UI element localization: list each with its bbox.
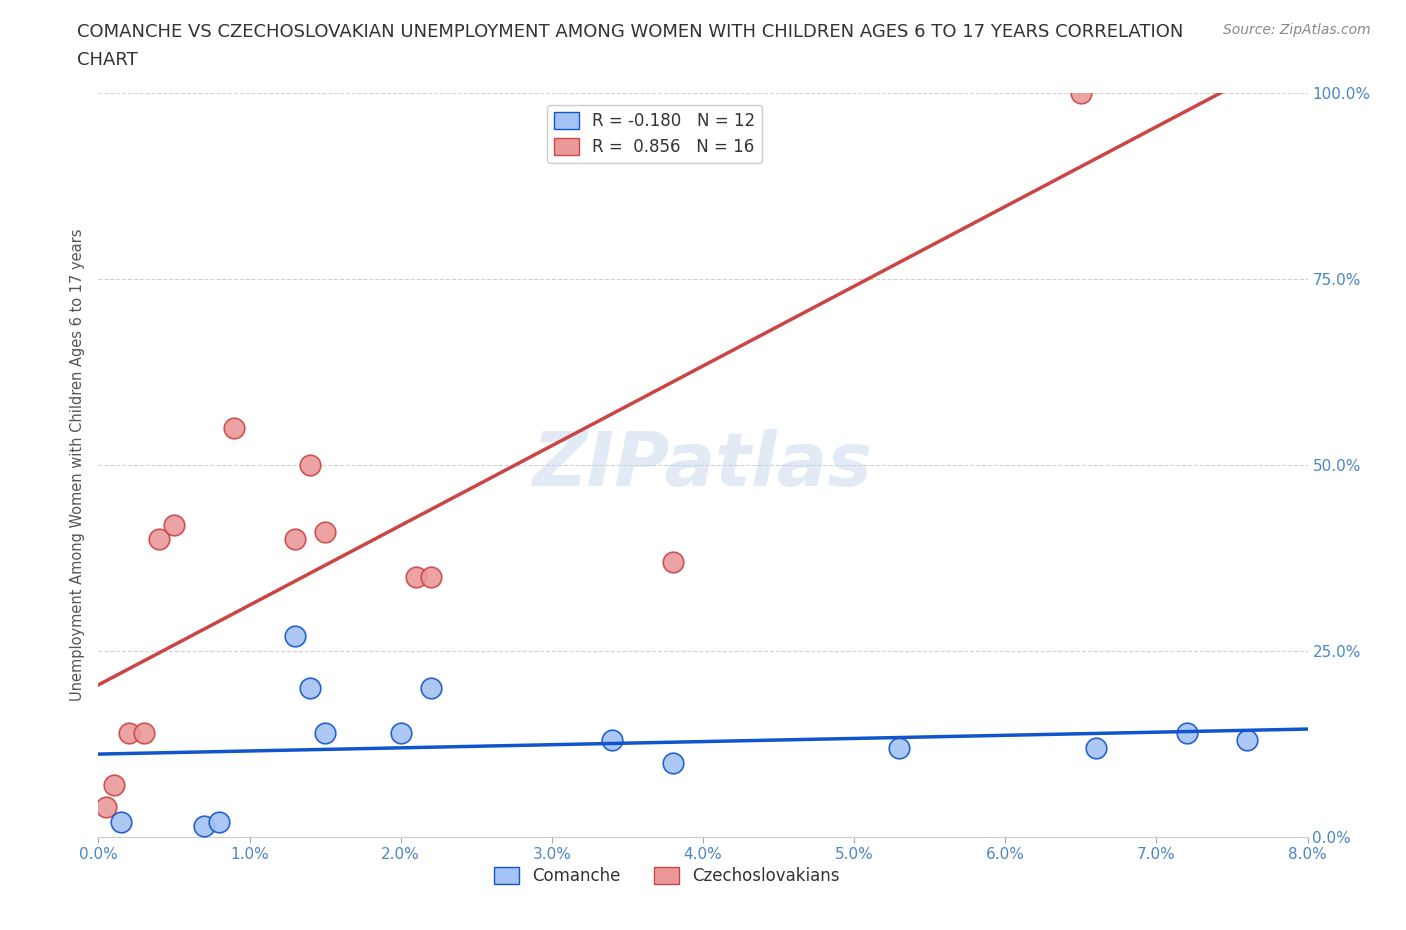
Point bbox=[420, 569, 443, 584]
Point bbox=[1236, 733, 1258, 748]
Point bbox=[661, 554, 683, 569]
Point bbox=[94, 800, 117, 815]
Point bbox=[405, 569, 427, 584]
Point bbox=[889, 740, 911, 755]
Point bbox=[224, 420, 246, 435]
Text: ZIPatlas: ZIPatlas bbox=[533, 429, 873, 501]
Point bbox=[1175, 725, 1198, 740]
Point bbox=[208, 815, 231, 830]
Point bbox=[661, 755, 683, 770]
Point bbox=[1070, 86, 1092, 100]
Point bbox=[110, 815, 132, 830]
Point bbox=[284, 532, 307, 547]
Y-axis label: Unemployment Among Women with Children Ages 6 to 17 years: Unemployment Among Women with Children A… bbox=[69, 229, 84, 701]
Legend: Comanche, Czechoslovakians: Comanche, Czechoslovakians bbox=[486, 860, 846, 892]
Point bbox=[1085, 740, 1108, 755]
Point bbox=[118, 725, 141, 740]
Text: COMANCHE VS CZECHOSLOVAKIAN UNEMPLOYMENT AMONG WOMEN WITH CHILDREN AGES 6 TO 17 : COMANCHE VS CZECHOSLOVAKIAN UNEMPLOYMENT… bbox=[77, 23, 1184, 41]
Text: CHART: CHART bbox=[77, 51, 138, 69]
Text: Source: ZipAtlas.com: Source: ZipAtlas.com bbox=[1223, 23, 1371, 37]
Point bbox=[389, 725, 412, 740]
Point bbox=[163, 517, 186, 532]
Point bbox=[193, 818, 215, 833]
Point bbox=[602, 733, 624, 748]
Point bbox=[314, 525, 336, 539]
Point bbox=[132, 725, 155, 740]
Point bbox=[314, 725, 336, 740]
Point bbox=[299, 681, 322, 696]
Point bbox=[420, 681, 443, 696]
Point bbox=[148, 532, 170, 547]
Point bbox=[103, 777, 125, 792]
Point bbox=[284, 629, 307, 644]
Point bbox=[299, 458, 322, 472]
